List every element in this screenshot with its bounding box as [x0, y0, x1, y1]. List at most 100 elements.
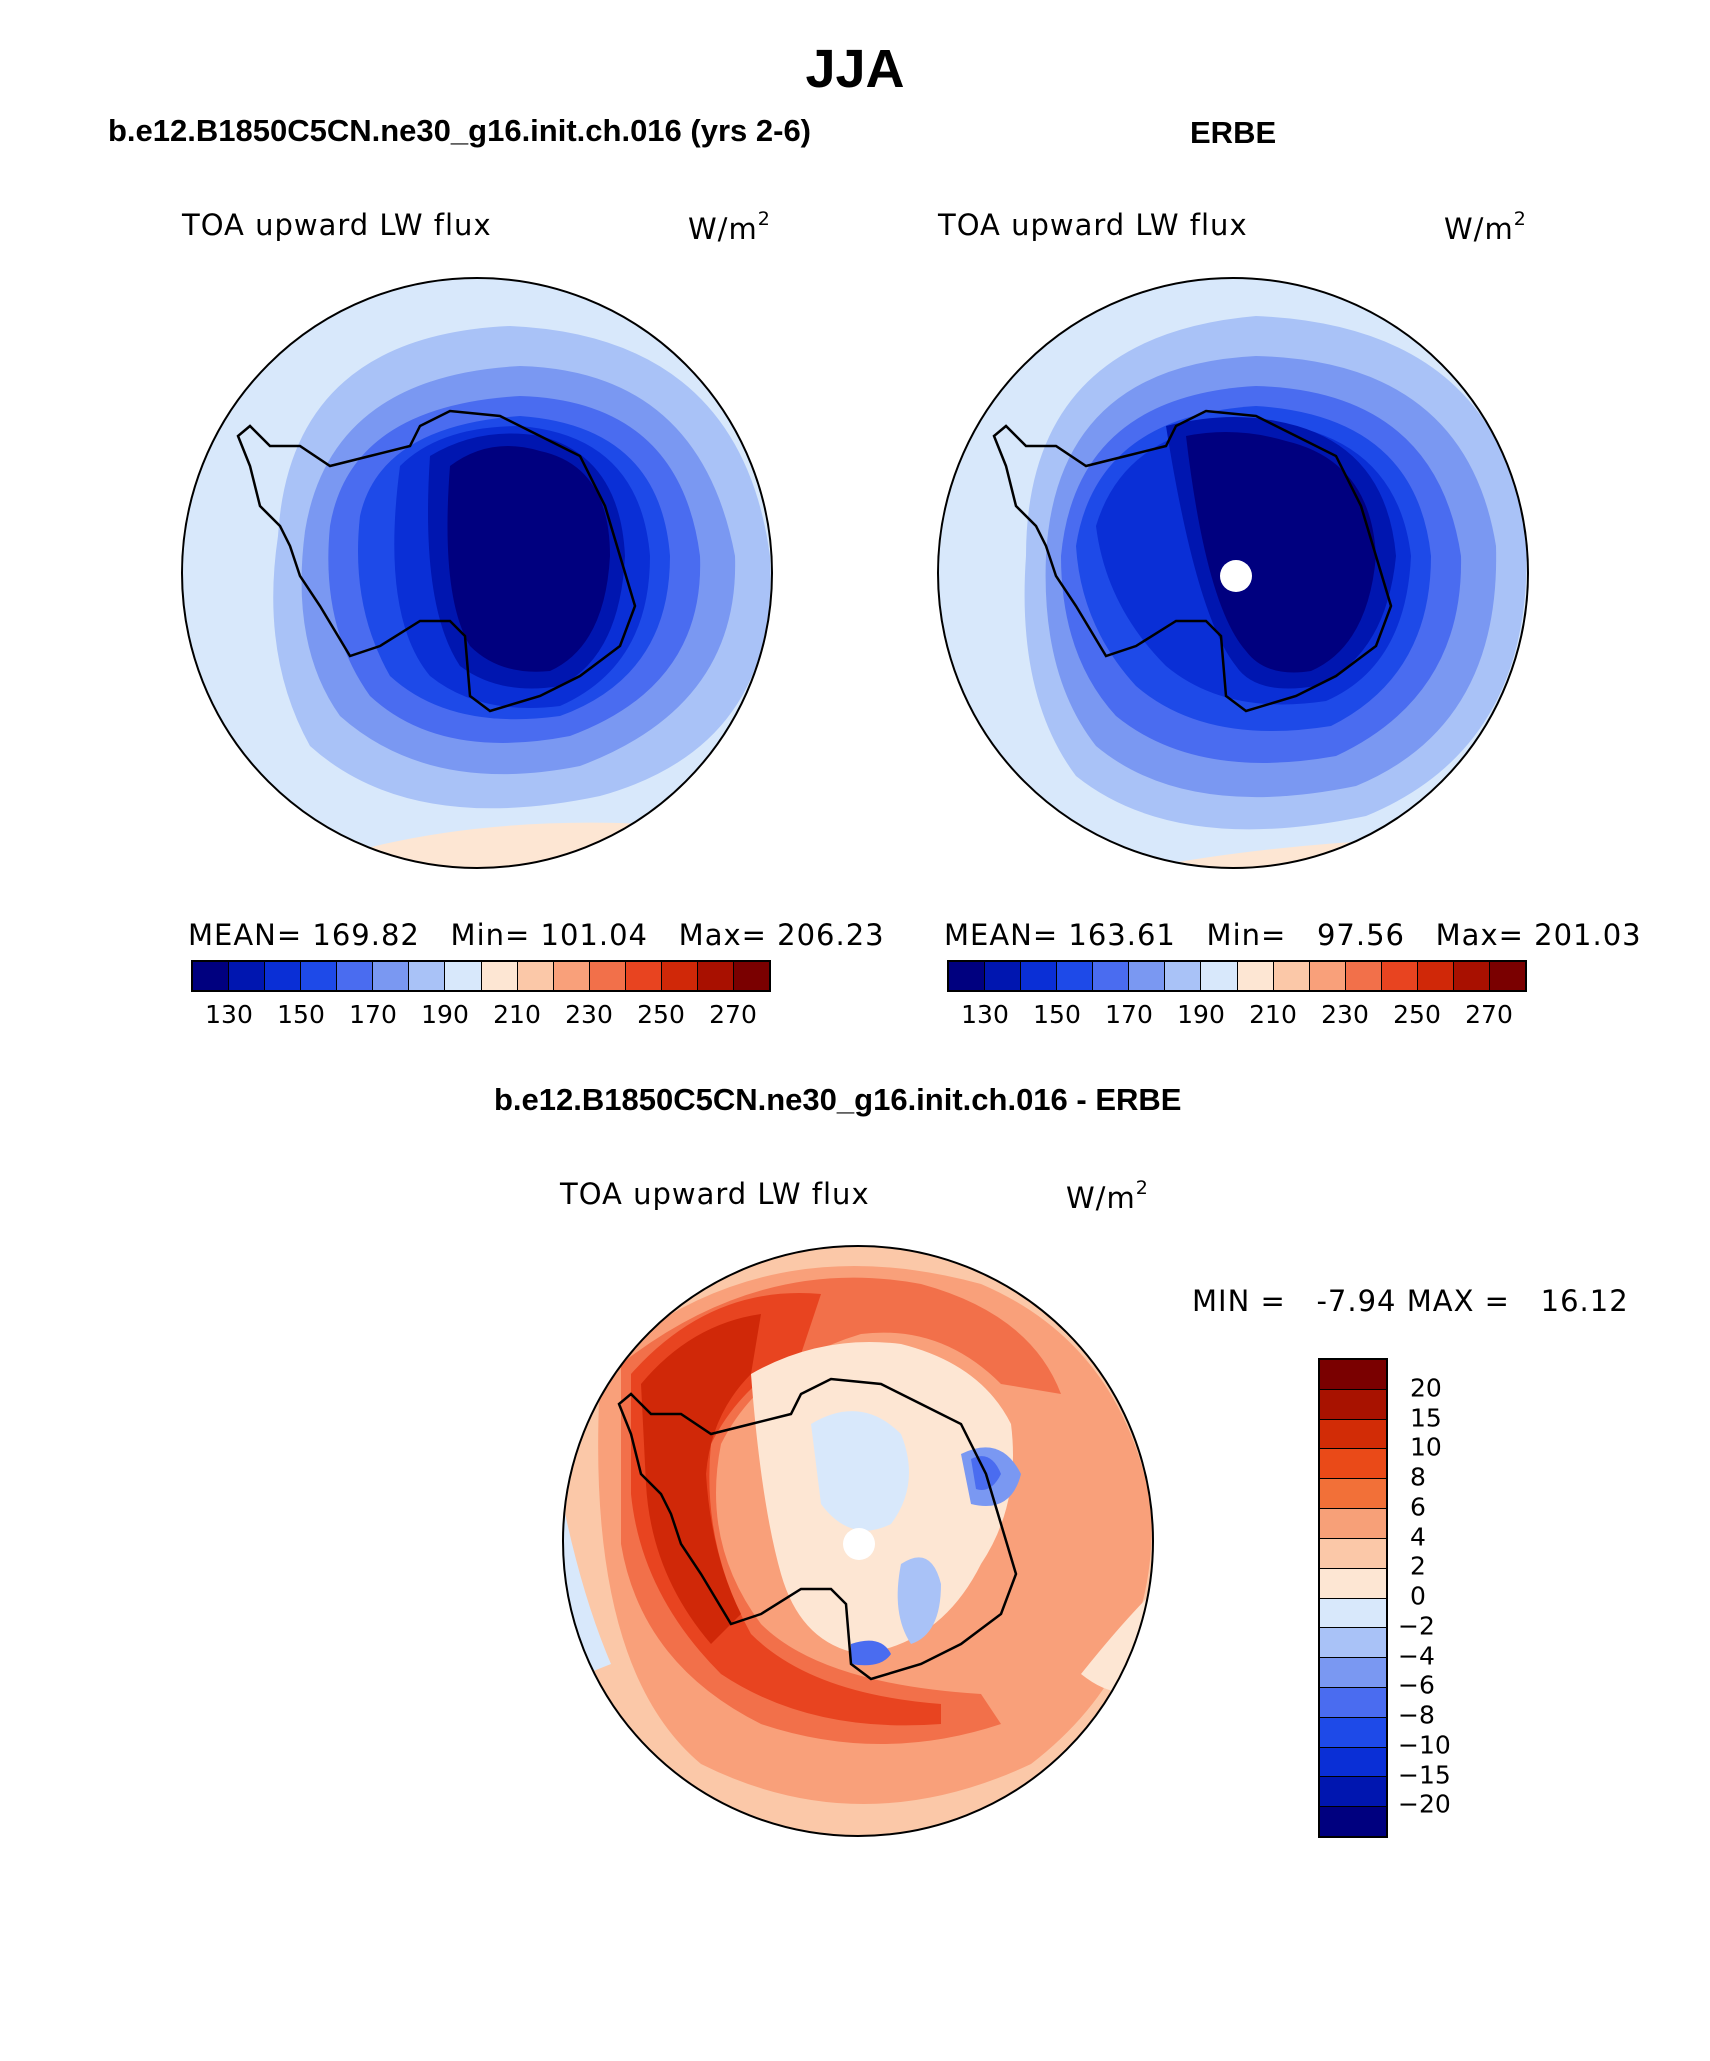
model-stats: MEAN= 169.82 Min= 101.04 Max= 206.23 [188, 918, 885, 952]
colorbar-tick-label: 10 [1410, 1432, 1442, 1462]
colorbar-tick-label: 190 [421, 1000, 469, 1029]
colorbar-tick-label: 250 [637, 1000, 685, 1029]
colorbar-tick-label: 2 [1410, 1551, 1426, 1581]
diff-subtitle: b.e12.B1850C5CN.ne30_g16.init.ch.016 - E… [494, 1082, 1182, 1117]
colorbar-tick-label: 20 [1410, 1373, 1442, 1403]
obs-polar-map [937, 277, 1529, 869]
obs-max-label: Max= [1435, 918, 1524, 952]
colorbar-tick-label: 6 [1410, 1492, 1426, 1522]
diff-colorbar [1318, 1358, 1388, 1838]
model-polar-map [181, 277, 773, 869]
colorbar-tick-label: 230 [565, 1000, 613, 1029]
colorbar-tick-label: 130 [205, 1000, 253, 1029]
colorbar-tick-label: 150 [277, 1000, 325, 1029]
colorbar-tick-label: 170 [1105, 1000, 1153, 1029]
colorbar-swatch [1309, 962, 1346, 990]
colorbar-swatch [1201, 962, 1238, 990]
colorbar-swatch [301, 962, 338, 990]
model-units: W/m2 [688, 208, 771, 246]
colorbar-tick-label: 0 [1410, 1581, 1426, 1611]
colorbar-tick-label: 270 [1465, 1000, 1513, 1029]
colorbar-swatch [481, 962, 518, 990]
colorbar-swatch [1057, 962, 1094, 990]
diff-units-base: W/m [1066, 1181, 1136, 1215]
obs-subtitle: ERBE [1190, 115, 1277, 150]
model-min-value: 101.04 [540, 918, 649, 952]
obs-units: W/m2 [1444, 208, 1527, 246]
colorbar-tick-label: 15 [1410, 1403, 1442, 1432]
obs-variable-label: TOA upward LW flux [938, 208, 1248, 242]
colorbar-tick-label: 250 [1393, 1000, 1441, 1029]
obs-units-base: W/m [1444, 212, 1514, 246]
model-subtitle: b.e12.B1850C5CN.ne30_g16.init.ch.016 (yr… [108, 113, 812, 148]
diff-variable-label: TOA upward LW flux [560, 1177, 870, 1211]
diff-stats: MIN = -7.94 MAX = 16.12 [1192, 1284, 1629, 1318]
colorbar-swatch [1320, 1449, 1386, 1480]
colorbar-swatch [733, 962, 769, 990]
colorbar-tick-label: 210 [1249, 1000, 1297, 1029]
colorbar-swatch [1345, 962, 1382, 990]
colorbar-tick-label: 4 [1410, 1522, 1426, 1551]
diff-min-label: MIN = [1192, 1284, 1286, 1318]
colorbar-swatch [373, 962, 410, 990]
colorbar-tick-label: 150 [1033, 1000, 1081, 1029]
model-min-label: Min= [450, 918, 531, 952]
model-max-label: Max= [678, 918, 767, 952]
colorbar-swatch [1417, 962, 1454, 990]
colorbar-tick-label: 190 [1177, 1000, 1225, 1029]
colorbar-swatch [229, 962, 266, 990]
model-max-value: 206.23 [777, 918, 885, 952]
colorbar-swatch [265, 962, 302, 990]
diff-units-exp: 2 [1135, 1177, 1149, 1199]
colorbar-tick-label: −10 [1398, 1730, 1451, 1760]
colorbar-swatch [1320, 1389, 1386, 1420]
colorbar-swatch [1320, 1807, 1386, 1836]
diff-polar-map [562, 1245, 1154, 1837]
obs-units-exp: 2 [1513, 208, 1527, 230]
colorbar-swatch [193, 962, 230, 990]
colorbar-swatch [1320, 1538, 1386, 1569]
colorbar-swatch [661, 962, 698, 990]
colorbar-swatch [1381, 962, 1418, 990]
model-mean-label: MEAN= [188, 918, 303, 952]
colorbar-swatch [1489, 962, 1525, 990]
colorbar-tick-label: 270 [709, 1000, 757, 1029]
colorbar-swatch [1320, 1509, 1386, 1539]
colorbar-swatch [1273, 962, 1310, 990]
model-mean-value: 169.82 [312, 918, 420, 952]
colorbar-tick-label: 170 [349, 1000, 397, 1029]
colorbar-swatch [949, 962, 986, 990]
colorbar-tick-label: −6 [1398, 1670, 1435, 1700]
model-variable-label: TOA upward LW flux [182, 208, 492, 242]
obs-colorbar [947, 960, 1527, 992]
obs-mean-value: 163.61 [1068, 918, 1176, 952]
colorbar-swatch [589, 962, 626, 990]
colorbar-swatch [1320, 1419, 1386, 1450]
colorbar-swatch [1320, 1628, 1386, 1659]
colorbar-swatch [1320, 1598, 1386, 1629]
colorbar-swatch [1093, 962, 1130, 990]
obs-min-label: Min= [1206, 918, 1287, 952]
colorbar-swatch [1453, 962, 1490, 990]
obs-mean-label: MEAN= [944, 918, 1059, 952]
colorbar-swatch [1320, 1479, 1386, 1510]
colorbar-swatch [1320, 1658, 1386, 1688]
colorbar-tick-label: −15 [1398, 1760, 1451, 1789]
colorbar-swatch [697, 962, 734, 990]
model-colorbar [191, 960, 771, 992]
diff-units: W/m2 [1066, 1177, 1149, 1215]
colorbar-swatch [1021, 962, 1058, 990]
colorbar-swatch [1320, 1687, 1386, 1718]
obs-max-value: 201.03 [1534, 918, 1642, 952]
colorbar-swatch [1320, 1717, 1386, 1748]
colorbar-swatch [409, 962, 446, 990]
colorbar-swatch [1165, 962, 1202, 990]
colorbar-swatch [1237, 962, 1274, 990]
colorbar-swatch [337, 962, 374, 990]
colorbar-tick-label: −20 [1398, 1789, 1451, 1819]
diff-min-value: -7.94 [1316, 1284, 1397, 1318]
colorbar-tick-label: −2 [1398, 1611, 1435, 1641]
colorbar-tick-label: 8 [1410, 1462, 1426, 1492]
colorbar-swatch [985, 962, 1022, 990]
obs-stats: MEAN= 163.61 Min= 97.56 Max= 201.03 [944, 918, 1642, 952]
